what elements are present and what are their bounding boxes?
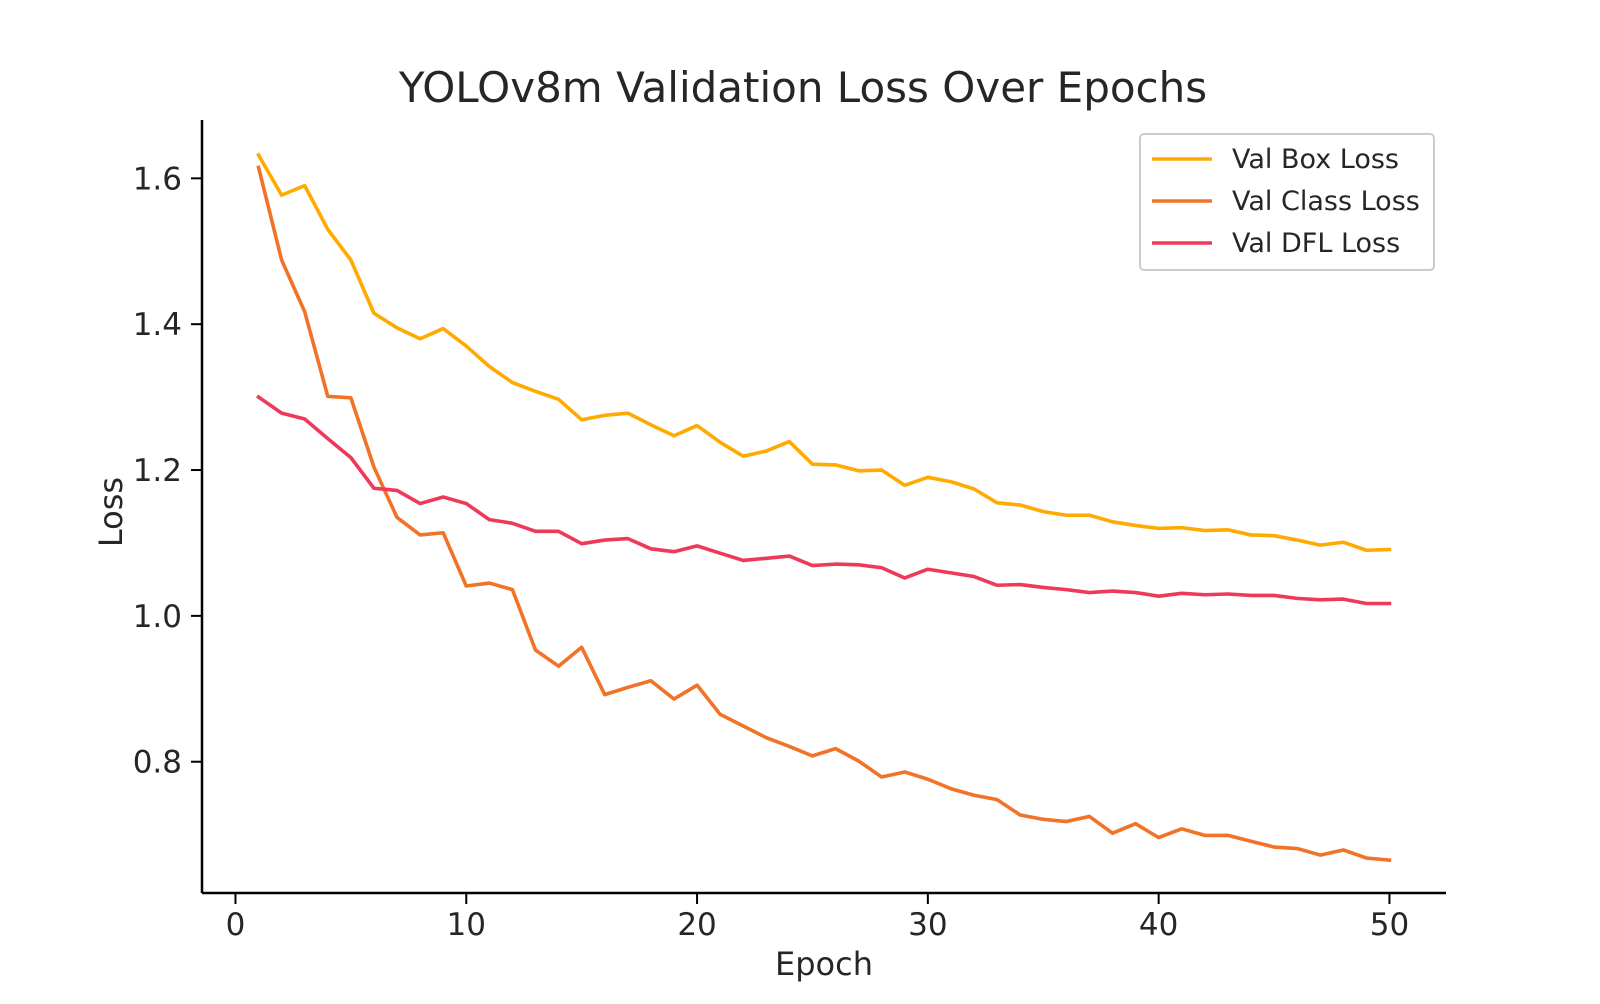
y-tick-label: 0.8: [133, 745, 182, 781]
chart-title: YOLOv8m Validation Loss Over Epochs: [398, 63, 1207, 112]
y-axis-ticks: 0.8 1.0 1.2 1.4 1.6: [133, 161, 202, 781]
series-line-val-box-loss: [256, 152, 1392, 553]
y-axis-label: Loss: [92, 477, 130, 547]
x-axis-ticks: 0 10 20 30 40 50: [226, 893, 1409, 943]
y-tick-label: 1.6: [133, 161, 182, 197]
legend-label: Val DFL Loss: [1232, 228, 1400, 259]
x-tick-label: 20: [677, 907, 716, 943]
y-tick-label: 1.2: [133, 453, 182, 489]
legend-label: Val Class Loss: [1232, 186, 1420, 217]
legend-box: [1139, 133, 1435, 271]
legend-items: Val Box Loss Val Class Loss Val DFL Loss: [1152, 144, 1420, 259]
x-tick-label: 50: [1370, 907, 1409, 943]
legend-label: Val Box Loss: [1232, 144, 1399, 175]
y-tick-label: 1.0: [133, 599, 182, 635]
x-tick-label: 40: [1139, 907, 1178, 943]
x-tick-label: 30: [908, 907, 947, 943]
series-line-val-dfl-loss: [256, 394, 1392, 606]
series-lines: [256, 152, 1392, 863]
x-axis-label: Epoch: [775, 945, 873, 983]
axes: [200, 120, 1446, 895]
legend: Val Box Loss Val Class Loss Val DFL Loss: [1139, 133, 1435, 271]
x-tick-label: 10: [447, 907, 486, 943]
y-tick-label: 1.4: [133, 307, 182, 343]
x-tick-label: 0: [226, 907, 246, 943]
series-line-val-class-loss: [256, 165, 1392, 863]
